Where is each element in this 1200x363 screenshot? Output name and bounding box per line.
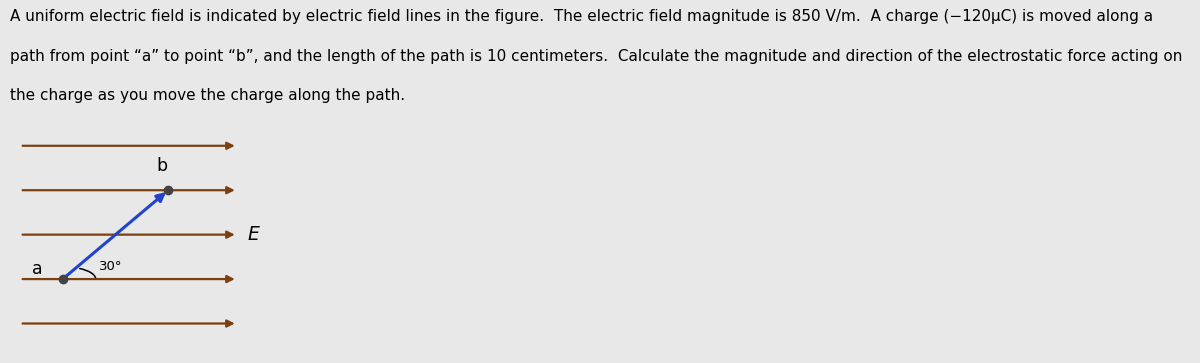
Text: A uniform electric field is indicated by electric field lines in the figure.  Th: A uniform electric field is indicated by… — [10, 9, 1153, 24]
Text: a: a — [32, 260, 43, 278]
Text: path from point “a” to point “b”, and the length of the path is 10 centimeters. : path from point “a” to point “b”, and th… — [10, 49, 1182, 64]
Text: E: E — [247, 225, 259, 244]
Text: 30°: 30° — [98, 260, 122, 273]
Text: the charge as you move the charge along the path.: the charge as you move the charge along … — [10, 88, 404, 103]
Text: b: b — [156, 158, 167, 175]
